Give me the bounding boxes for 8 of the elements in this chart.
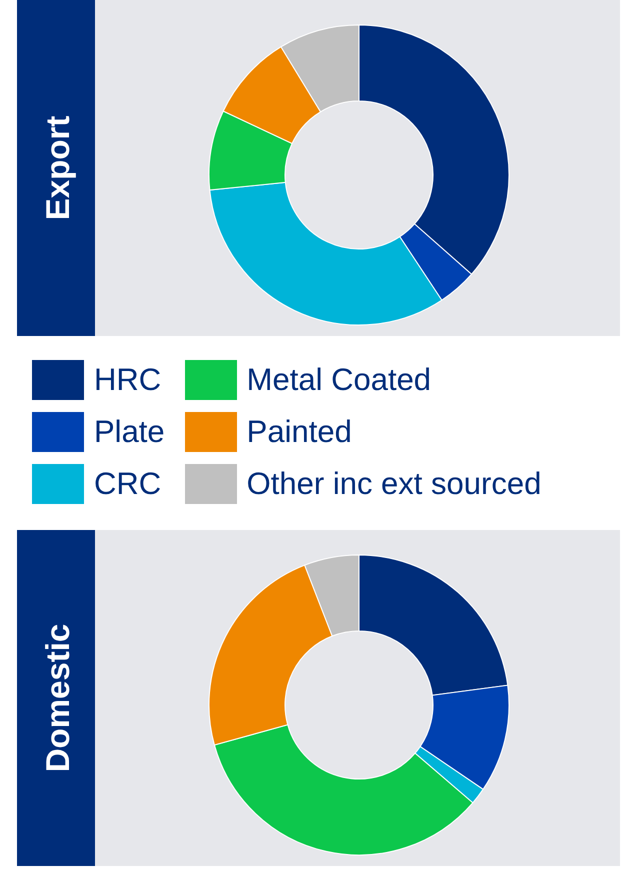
legend-label: Other inc ext sourced: [246, 466, 542, 502]
legend-label: Painted: [246, 414, 352, 450]
text: Domestic: [39, 624, 76, 772]
legend-label: Metal Coated: [246, 362, 432, 398]
text: Export: [39, 116, 76, 220]
legend-label: CRC: [94, 466, 162, 502]
legend-label: HRC: [94, 362, 162, 398]
legend-label: Plate: [94, 414, 165, 450]
